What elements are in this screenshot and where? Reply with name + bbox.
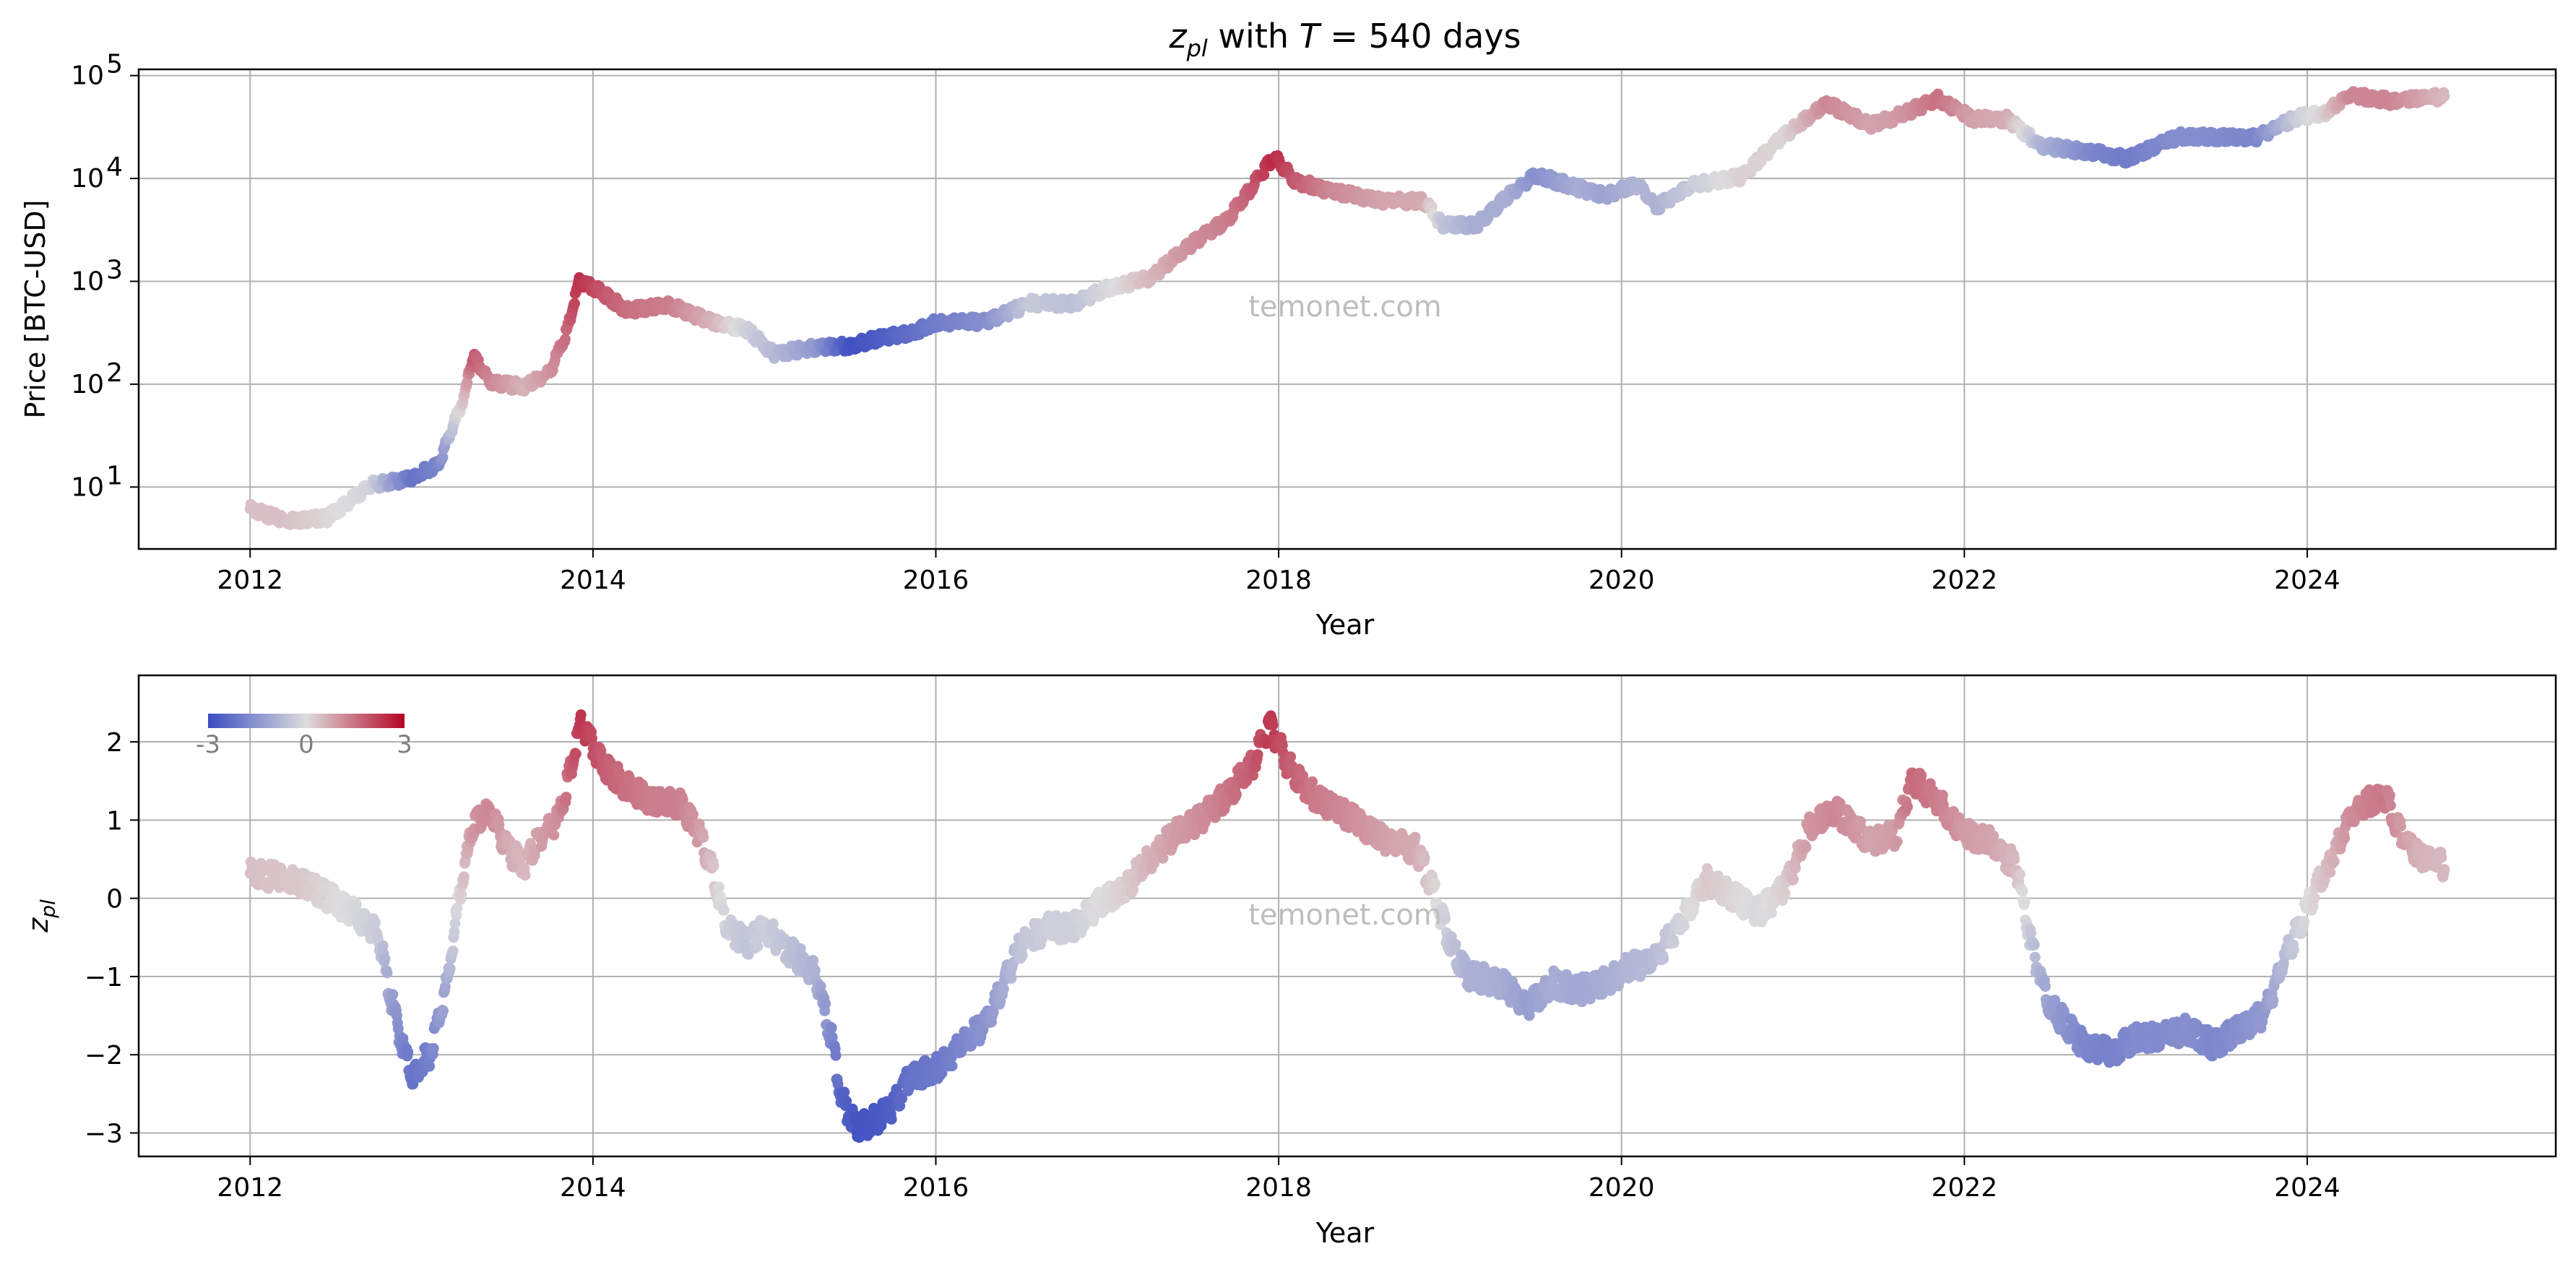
price-y-tick-exp: 3 xyxy=(106,255,123,285)
zpl-point xyxy=(548,829,560,841)
title-mid: with xyxy=(1208,17,1300,56)
price-y-tick-base: 10 xyxy=(71,61,104,91)
zpl-point xyxy=(458,871,470,883)
price-watermark: temonet.com xyxy=(1248,290,1442,324)
zpl-point xyxy=(708,860,719,872)
chart-title: zpl with T = 540 days xyxy=(1168,17,1521,62)
zpl-point xyxy=(1006,972,1017,984)
zpl-point xyxy=(570,748,582,760)
zpl-point xyxy=(1267,719,1279,731)
zpl-point xyxy=(1230,789,1242,800)
title-var: T xyxy=(1300,17,1323,56)
price-x-tick-label: 2016 xyxy=(903,566,969,595)
zpl-point xyxy=(1016,950,1028,961)
zpl-point xyxy=(808,955,818,966)
zpl-point xyxy=(809,964,821,976)
price-x-axis-label: Year xyxy=(1315,609,1375,641)
zpl-point xyxy=(718,904,730,916)
price-y-tick-base: 10 xyxy=(71,267,104,296)
price-point xyxy=(559,334,571,345)
zpl-point xyxy=(444,963,456,974)
zpl-point xyxy=(370,917,381,928)
zpl-point xyxy=(379,953,391,965)
price-x-tick-label: 2022 xyxy=(1931,566,1997,595)
title-z: z xyxy=(1168,17,1187,56)
zpl-point xyxy=(1307,776,1318,787)
price-x-tick-label: 2012 xyxy=(217,566,283,595)
zpl-point xyxy=(830,1050,842,1061)
zpl-point xyxy=(886,1114,897,1125)
price-y-tick-exp: 2 xyxy=(106,358,123,388)
price-y-tick-exp: 5 xyxy=(106,50,123,79)
price-point xyxy=(569,298,580,309)
zpl-point xyxy=(387,989,399,1000)
price-y-tick-exp: 4 xyxy=(106,152,123,182)
price-x-tick-label: 2024 xyxy=(2274,566,2341,595)
zpl-point xyxy=(698,831,709,843)
zpl-point xyxy=(826,1022,837,1034)
zpl-point xyxy=(561,792,572,803)
price-y-tick-base: 10 xyxy=(71,472,104,502)
price-y-tick-exp: 1 xyxy=(106,461,123,490)
zpl-point xyxy=(575,709,587,720)
zpl-point xyxy=(438,1005,449,1016)
zpl-point xyxy=(1409,831,1421,843)
zpl-point xyxy=(428,1043,439,1054)
price-y-tick-base: 10 xyxy=(71,164,104,194)
zpl-point xyxy=(402,1047,414,1058)
zpl-point xyxy=(586,732,597,744)
price-series xyxy=(244,86,2450,530)
zpl-point xyxy=(820,998,831,1010)
price-y-tick-label: 10 xyxy=(71,267,104,296)
price-y-axis-label: Price [BTC-USD] xyxy=(20,200,51,419)
zpl-point xyxy=(519,870,531,881)
price-y-tick-label: 10 xyxy=(71,164,104,194)
zpl-point xyxy=(714,881,725,893)
price-point xyxy=(2439,90,2450,102)
price-x-tick-label: 2014 xyxy=(560,566,626,595)
zpl-point xyxy=(447,946,459,956)
zpl-point xyxy=(1252,749,1263,761)
price-y-tick-base: 10 xyxy=(71,370,104,399)
zpl-point xyxy=(946,1060,958,1072)
zpl-point xyxy=(687,809,699,821)
title-sub: pl xyxy=(1186,35,1208,62)
zpl-point xyxy=(381,967,393,979)
price-point xyxy=(1258,169,1270,181)
price-x-tick-label: 2020 xyxy=(1589,566,1655,595)
price-y-tick-label: 10 xyxy=(71,61,104,91)
title-suffix: = 540 days xyxy=(1320,17,1521,56)
price-y-tick-label: 10 xyxy=(71,472,104,502)
zpl-point xyxy=(350,899,362,910)
price-x-tick-label: 2018 xyxy=(1245,566,1312,595)
price-y-tick-label: 10 xyxy=(71,370,104,399)
price-point xyxy=(437,451,449,463)
